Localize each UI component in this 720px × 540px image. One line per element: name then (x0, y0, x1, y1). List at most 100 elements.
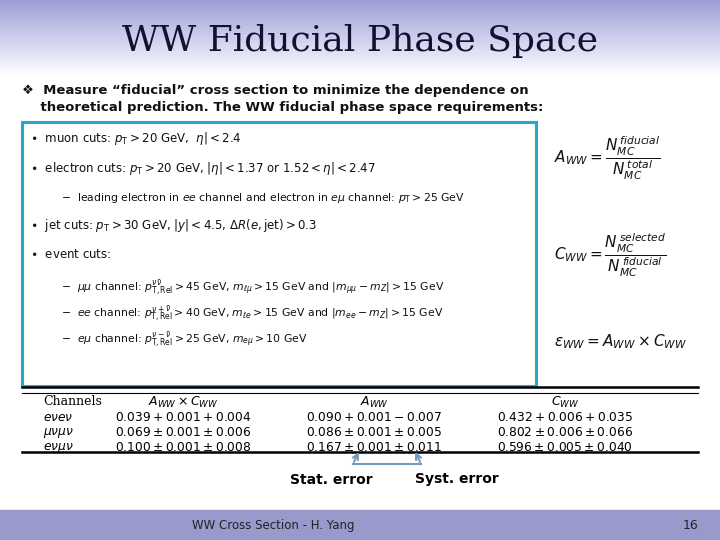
Bar (0, 3, 720, 4)
Bar (0, 73, 720, 75)
Text: Syst. error: Syst. error (415, 472, 499, 487)
Bar (0, 45, 720, 46)
Text: $0.432+0.006+0.035$: $0.432+0.006+0.035$ (497, 411, 634, 424)
Bar (0, 1, 720, 2)
Text: $-$  $ee$ channel: $p^{\nu+\bar{\nu}}_{\mathrm{T,Rel}} > 40$ GeV, $m_{\ell e} > : $-$ $ee$ channel: $p^{\nu+\bar{\nu}}_{\m… (61, 305, 444, 323)
Bar (0, 21, 720, 22)
Bar (0, 50, 720, 51)
Bar (0, 22, 720, 23)
Bar (0, 36, 720, 37)
Text: $e\nu\mu\nu$: $e\nu\mu\nu$ (43, 441, 74, 455)
Bar (0, 28, 720, 29)
Bar (0, 71, 720, 72)
Bar (0, 9, 720, 10)
Bar (0, 8, 720, 9)
Bar (0, 40, 720, 42)
Bar (0, 57, 720, 58)
Bar (0, 43, 720, 44)
Text: $-$  $\mu\mu$ channel: $p^{\nu\bar{\nu}}_{\mathrm{T,Rel}} > 45$ GeV, $m_{\ell\mu: $-$ $\mu\mu$ channel: $p^{\nu\bar{\nu}}_… (61, 279, 444, 297)
Bar (0, 52, 720, 53)
Bar (0, 15, 720, 16)
Bar (0, 42, 720, 43)
Text: $A_{WW}\times C_{WW}$: $A_{WW}\times C_{WW}$ (148, 395, 219, 410)
Text: $\bullet$  electron cuts: $p_\mathrm{T} > 20$ GeV, $|\eta| < 1.37$ or $1.52 < \e: $\bullet$ electron cuts: $p_\mathrm{T} >… (30, 160, 377, 177)
Bar (0, 48, 720, 49)
Text: $\mu\nu\mu\nu$: $\mu\nu\mu\nu$ (43, 426, 74, 440)
Bar (0, 63, 720, 64)
Text: $0.167\pm0.001\pm0.011$: $0.167\pm0.001\pm0.011$ (306, 441, 443, 454)
Bar (0, 67, 720, 68)
Bar (0, 23, 720, 24)
Bar (0, 32, 720, 33)
Text: $\bullet$  event cuts:: $\bullet$ event cuts: (30, 248, 112, 261)
Bar (0, 72, 720, 73)
Bar (0, 54, 720, 55)
Bar (0, 58, 720, 59)
Bar (0, 38, 720, 39)
Text: 16: 16 (683, 519, 698, 532)
Text: WW Cross Section - H. Yang: WW Cross Section - H. Yang (192, 519, 355, 532)
Text: $0.039+0.001+0.004$: $0.039+0.001+0.004$ (115, 411, 252, 424)
Text: Stat. error: Stat. error (290, 472, 372, 487)
Bar (0, 53, 720, 54)
Bar (0, 16, 720, 17)
Bar (0, 17, 720, 18)
Bar (0, 20, 720, 21)
Bar (0, 70, 720, 71)
Bar (0, 6, 720, 8)
Text: $\bullet$  muon cuts: $p_\mathrm{T} > 20$ GeV,  $\eta| < 2.4$: $\bullet$ muon cuts: $p_\mathrm{T} > 20$… (30, 130, 242, 146)
Text: $e\nu e\nu$: $e\nu e\nu$ (43, 411, 73, 424)
Bar (0, 510, 720, 540)
Text: $C_{WW} = \dfrac{N^{\,selected}_{MC}}{N^{\,fiducial}_{MC}}$: $C_{WW} = \dfrac{N^{\,selected}_{MC}}{N^… (554, 232, 667, 279)
Bar (0, 13, 720, 14)
Text: $-$  $e\mu$ channel: $p^{\nu-\bar{\nu}}_{\mathrm{T,Rel}} > 25$ GeV, $m_{e\mu} > : $-$ $e\mu$ channel: $p^{\nu-\bar{\nu}}_{… (61, 330, 308, 349)
Bar (0, 64, 720, 65)
Bar (0, 58, 720, 59)
Bar (0, 30, 720, 31)
Bar (0, 19, 720, 20)
Bar (0, 35, 720, 36)
Bar (0, 51, 720, 52)
Text: $0.090+0.001-0.007$: $0.090+0.001-0.007$ (306, 411, 443, 424)
Bar (0, 65, 720, 66)
Bar (0, 60, 720, 62)
Bar (0, 59, 720, 60)
Bar (0, 62, 720, 63)
Bar (0, 56, 720, 57)
Text: Channels: Channels (43, 395, 102, 408)
Bar (0, 12, 720, 13)
Text: $0.100\pm0.001\pm0.008$: $0.100\pm0.001\pm0.008$ (115, 441, 252, 454)
Bar (0, 14, 720, 15)
Bar (0, 55, 720, 56)
Bar (0, 73, 720, 74)
Bar (0, 44, 720, 45)
Text: $C_{WW}$: $C_{WW}$ (551, 395, 580, 410)
Text: $A_{WW} = \dfrac{N^{\,fiducial}_{MC}}{N^{\,total}_{MC}}$: $A_{WW} = \dfrac{N^{\,fiducial}_{MC}}{N^… (554, 135, 661, 182)
Text: $\varepsilon_{WW} = A_{WW} \times C_{WW}$: $\varepsilon_{WW} = A_{WW} \times C_{WW}… (554, 332, 688, 351)
Bar (0, 34, 720, 35)
Text: ❖  Measure “fiducial” cross section to minimize the dependence on: ❖ Measure “fiducial” cross section to mi… (22, 84, 528, 97)
Bar (0, 66, 720, 67)
Bar (0, 18, 720, 19)
Bar (0, 75, 720, 76)
Bar (0, 2, 720, 3)
Bar (0, 24, 720, 25)
Bar (0, 31, 720, 32)
Bar (0, 11, 720, 12)
Bar (0, 5, 720, 6)
Bar (0, 46, 720, 47)
Bar (0, 68, 720, 69)
Bar (0, 0, 720, 1)
Text: $0.069\pm0.001\pm0.006$: $0.069\pm0.001\pm0.006$ (115, 426, 252, 439)
Text: theoretical prediction. The WW fiducial phase space requirements:: theoretical prediction. The WW fiducial … (22, 101, 543, 114)
Bar (0, 33, 720, 34)
Bar (0, 10, 720, 11)
Bar (0, 37, 720, 38)
Bar (0, 25, 720, 26)
Bar (0, 39, 720, 40)
Bar (0, 26, 720, 28)
Text: $0.086\pm0.001\pm0.005$: $0.086\pm0.001\pm0.005$ (306, 426, 443, 439)
Text: $\bullet$  jet cuts: $p_\mathrm{T} > 30$ GeV, $|y| < 4.5$, $\Delta R(e,\mathrm{j: $\bullet$ jet cuts: $p_\mathrm{T} > 30$ … (30, 217, 318, 234)
Text: $0.596\pm0.005\pm0.040$: $0.596\pm0.005\pm0.040$ (498, 441, 633, 454)
Bar (0, 29, 720, 30)
